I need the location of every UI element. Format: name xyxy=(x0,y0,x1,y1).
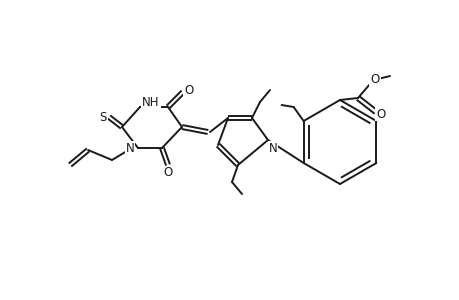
Text: O: O xyxy=(163,167,172,179)
Text: O: O xyxy=(375,107,385,121)
Text: N: N xyxy=(125,142,134,154)
Text: N: N xyxy=(268,142,277,154)
Text: O: O xyxy=(369,73,379,85)
Text: NH: NH xyxy=(142,95,159,109)
Text: S: S xyxy=(99,110,106,124)
Text: O: O xyxy=(184,83,193,97)
